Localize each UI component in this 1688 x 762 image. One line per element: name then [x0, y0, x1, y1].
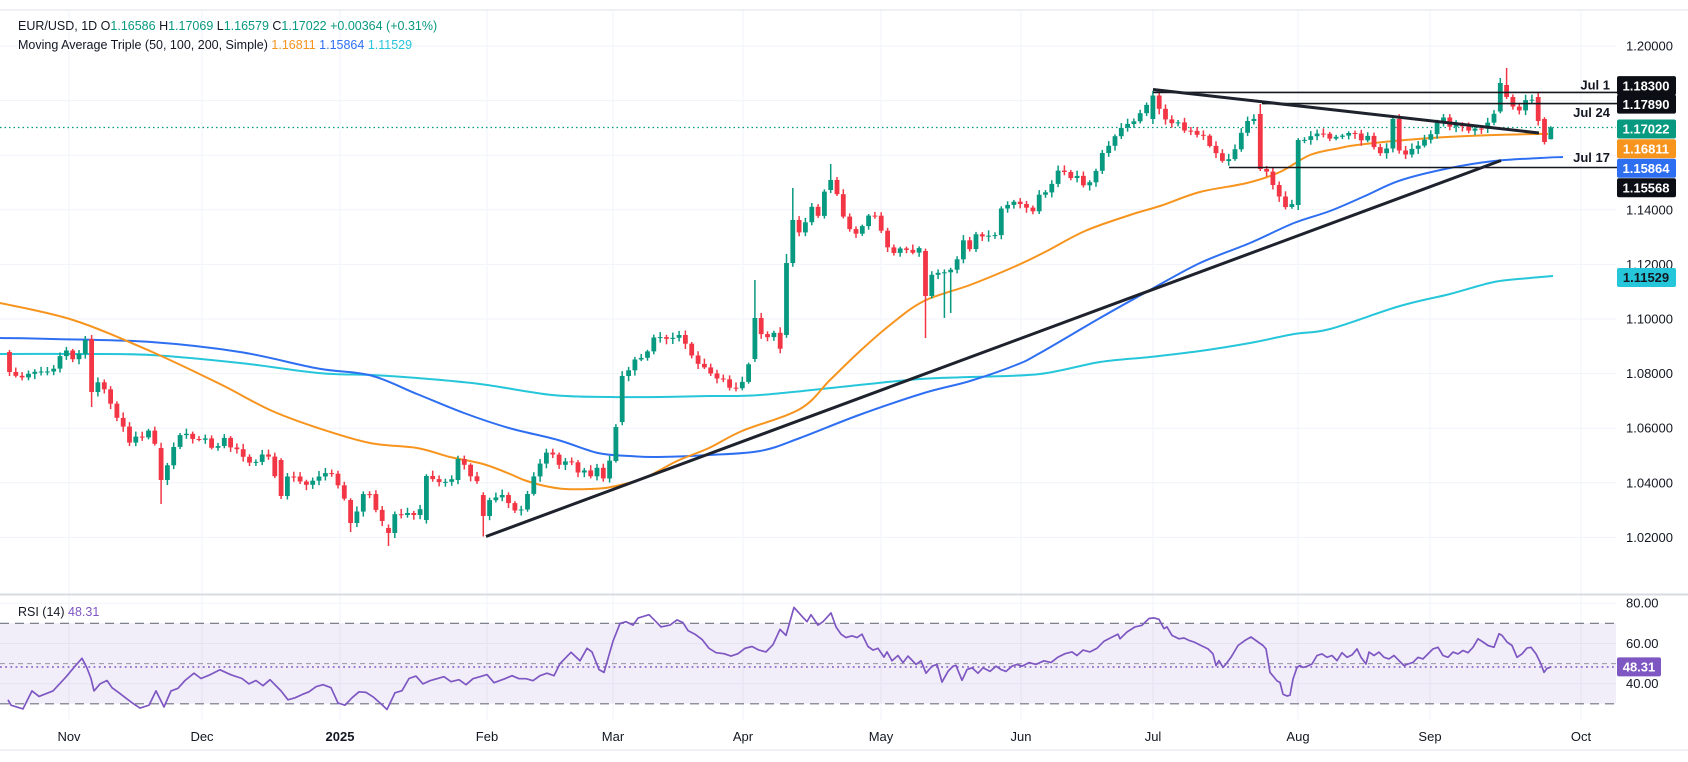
svg-text:EUR/USD, 1D O1.16586 H1.1706: EUR/USD, 1D O1.16586 H1.17069 L1.16579 C… [18, 19, 437, 33]
svg-text:1.17022: 1.17022 [1623, 122, 1670, 137]
svg-text:May: May [869, 729, 894, 744]
svg-text:Nov: Nov [57, 729, 81, 744]
svg-text:1.10000: 1.10000 [1626, 312, 1673, 327]
svg-text:60.00: 60.00 [1626, 636, 1659, 651]
svg-text:2025: 2025 [326, 729, 355, 744]
svg-text:Moving Average Triple (50, 100: Moving Average Triple (50, 100, 200, Sim… [18, 38, 412, 52]
svg-text:Oct: Oct [1571, 729, 1592, 744]
svg-text:80.00: 80.00 [1626, 596, 1659, 611]
svg-text:1.08000: 1.08000 [1626, 366, 1673, 381]
svg-text:1.02000: 1.02000 [1626, 530, 1673, 545]
svg-text:1.20000: 1.20000 [1626, 39, 1673, 54]
svg-text:RSI (14) 48.31: RSI (14) 48.31 [18, 605, 99, 619]
svg-text:1.14000: 1.14000 [1626, 202, 1673, 217]
svg-text:40.00: 40.00 [1626, 676, 1659, 691]
svg-text:1.18300: 1.18300 [1623, 78, 1670, 93]
svg-text:Dec: Dec [190, 729, 214, 744]
svg-text:Aug: Aug [1286, 729, 1309, 744]
svg-text:1.06000: 1.06000 [1626, 421, 1673, 436]
svg-text:1.11529: 1.11529 [1623, 270, 1669, 285]
svg-text:Feb: Feb [476, 729, 498, 744]
svg-text:Jul 24: Jul 24 [1573, 105, 1611, 120]
svg-text:Jun: Jun [1011, 729, 1032, 744]
svg-text:1.16811: 1.16811 [1623, 142, 1669, 157]
svg-text:1.15568: 1.15568 [1623, 181, 1670, 196]
svg-text:1.15864: 1.15864 [1623, 161, 1671, 176]
svg-text:48.31: 48.31 [1623, 660, 1656, 675]
svg-text:Apr: Apr [733, 729, 754, 744]
svg-text:1.04000: 1.04000 [1626, 475, 1673, 490]
svg-text:Jul 17: Jul 17 [1573, 150, 1610, 165]
svg-text:Jul: Jul [1145, 729, 1162, 744]
svg-text:Mar: Mar [602, 729, 625, 744]
svg-text:Sep: Sep [1418, 729, 1441, 744]
svg-text:Jul 1: Jul 1 [1580, 78, 1610, 93]
svg-text:1.17890: 1.17890 [1623, 97, 1670, 112]
